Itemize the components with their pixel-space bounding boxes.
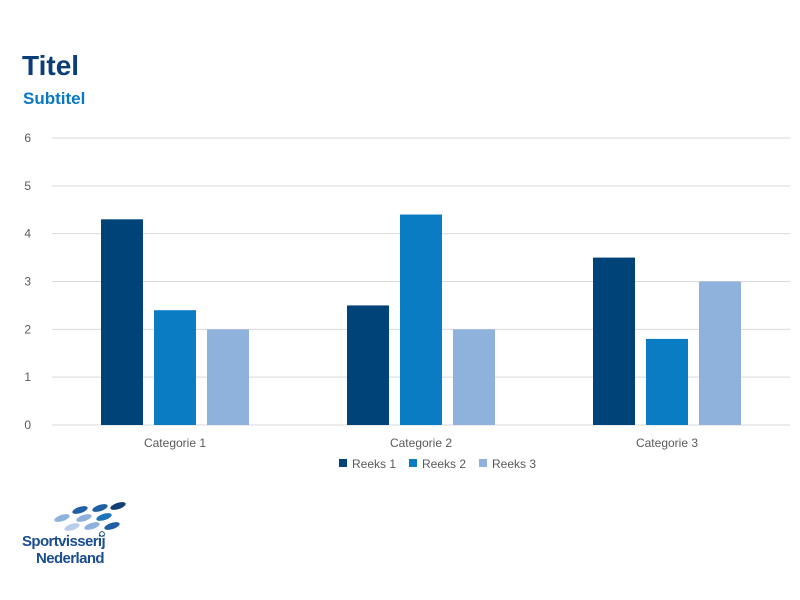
bar [646, 338, 688, 425]
x-tick-label: Categorie 2 [390, 436, 452, 450]
y-tick-label: 1 [24, 370, 31, 384]
y-tick-label: 0 [24, 418, 31, 432]
x-tick-label: Categorie 3 [636, 436, 698, 450]
x-tick-label: Categorie 1 [144, 436, 206, 450]
bar [453, 329, 495, 425]
slide-subtitle: Subtitel [23, 89, 86, 108]
bar [101, 219, 143, 425]
logo-text-line2: Nederland [36, 550, 105, 567]
slide-title: Titel [22, 50, 80, 81]
legend-swatch [409, 459, 417, 467]
bar [400, 214, 442, 425]
y-tick-label: 6 [24, 131, 31, 145]
sportvisserij-logo: Sportvisserij Nederland [18, 500, 138, 572]
bar [207, 329, 249, 425]
logo-text-line1: Sportvisserij [22, 533, 106, 550]
legend-label: Reeks 1 [352, 457, 396, 471]
bar [347, 305, 389, 425]
fish-school-icon [54, 502, 126, 537]
legend-swatch [339, 459, 347, 467]
legend-label: Reeks 2 [422, 457, 466, 471]
bar [699, 281, 741, 425]
legend-label: Reeks 3 [492, 457, 536, 471]
y-tick-label: 2 [24, 322, 31, 336]
y-tick-label: 5 [24, 179, 31, 193]
y-tick-label: 4 [24, 227, 31, 241]
bar-chart: 0 1 2 3 4 5 6 Categorie 1 Categorie 2 Categorie 3… [24, 131, 790, 471]
bar [154, 310, 196, 425]
legend-swatch [479, 459, 487, 467]
y-tick-label: 3 [24, 275, 31, 289]
bar [593, 257, 635, 425]
